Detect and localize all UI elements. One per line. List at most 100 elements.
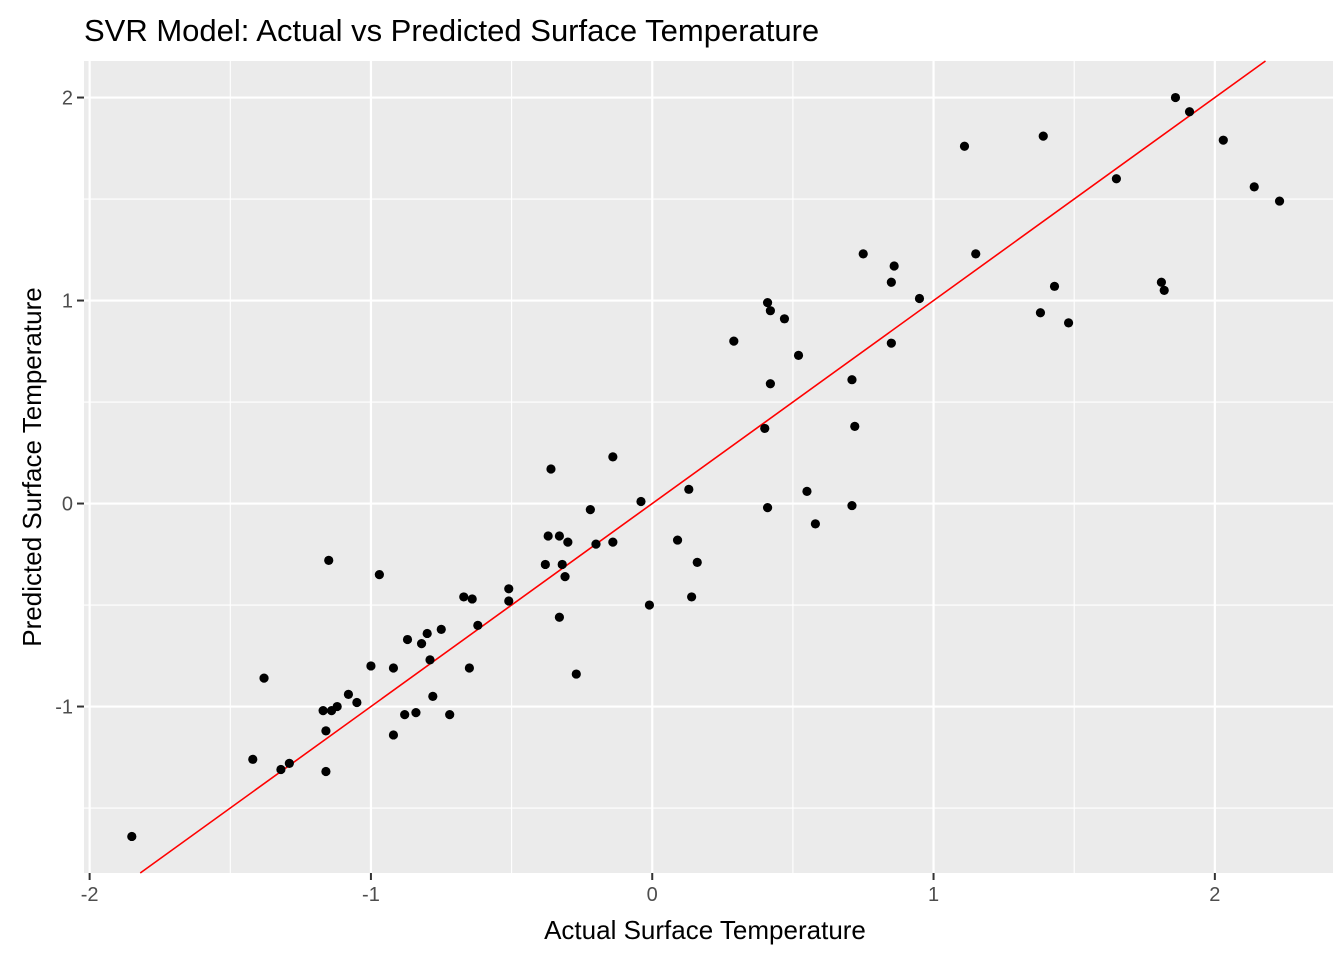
data-point — [554, 531, 565, 541]
data-point — [850, 421, 860, 431]
data-point — [127, 831, 137, 842]
data-point — [729, 336, 739, 346]
data-point — [416, 639, 427, 649]
data-point — [276, 764, 286, 775]
data-point — [557, 559, 567, 570]
data-point — [411, 708, 421, 718]
data-point — [546, 464, 556, 474]
data-point — [445, 710, 455, 720]
data-point — [571, 669, 581, 679]
data-point — [374, 569, 384, 580]
chart-title: SVR Model: Actual vs Predicted Surface T… — [84, 13, 819, 48]
data-point — [464, 663, 474, 673]
data-point — [388, 663, 399, 673]
data-point — [644, 600, 655, 610]
data-point — [543, 531, 553, 541]
data-point — [504, 596, 514, 606]
x-axis-title: Actual Surface Temperature — [544, 915, 866, 945]
data-point — [762, 503, 773, 513]
data-point — [692, 557, 702, 568]
y-tick-label: 1 — [62, 291, 73, 313]
data-point — [810, 519, 820, 529]
data-point — [563, 537, 573, 547]
x-tick-label: 1 — [928, 884, 939, 906]
x-tick-label: 2 — [1209, 884, 1220, 906]
data-point — [1049, 281, 1060, 291]
data-point — [366, 661, 376, 671]
data-point — [1274, 196, 1285, 206]
data-point — [959, 141, 970, 151]
x-tick-label: -1 — [362, 884, 380, 906]
data-point — [425, 655, 435, 665]
data-point — [259, 673, 269, 683]
data-point — [1111, 174, 1121, 184]
x-tick-label: 0 — [647, 884, 658, 906]
data-point — [793, 350, 804, 360]
grid-lines — [84, 61, 1333, 873]
data-point — [554, 612, 565, 622]
data-point — [436, 624, 446, 635]
reference-line — [139, 60, 1266, 874]
data-point — [428, 691, 438, 701]
data-point — [608, 452, 618, 462]
x-axis-ticks: -2 -1 0 1 2 — [81, 873, 1220, 906]
data-point — [847, 375, 857, 385]
data-point — [760, 423, 770, 434]
data-point — [608, 537, 618, 547]
data-point — [400, 710, 410, 720]
y-tick-label: 0 — [62, 494, 73, 516]
data-point — [971, 249, 981, 259]
data-point — [1218, 135, 1228, 145]
y-axis-ticks: -1 0 1 2 — [55, 88, 84, 719]
data-point — [591, 539, 601, 549]
data-point — [858, 249, 868, 259]
data-point — [467, 594, 477, 604]
y-axis-title: Predicted Surface Temperature — [17, 287, 47, 646]
data-point — [321, 766, 331, 777]
data-points — [127, 92, 1285, 842]
data-point — [388, 730, 399, 740]
data-point — [684, 484, 694, 494]
data-point — [284, 758, 294, 768]
data-point — [672, 535, 683, 545]
data-point — [687, 592, 697, 602]
data-point — [585, 505, 595, 515]
data-point — [886, 338, 896, 348]
data-point — [459, 592, 469, 602]
data-point — [1038, 131, 1048, 141]
y-tick-label: -1 — [55, 697, 73, 719]
data-point — [802, 486, 812, 496]
data-point — [636, 496, 646, 507]
data-point — [343, 689, 354, 699]
data-point — [889, 261, 899, 271]
data-point — [560, 572, 570, 582]
data-point — [1159, 285, 1169, 295]
data-point — [324, 555, 334, 565]
data-point — [318, 706, 328, 716]
data-point — [847, 500, 857, 511]
y-tick-label: 2 — [62, 88, 73, 110]
x-tick-label: -2 — [81, 884, 99, 906]
data-point — [402, 634, 413, 645]
data-point — [1063, 318, 1074, 328]
data-point — [886, 277, 896, 287]
data-point — [1156, 277, 1167, 287]
data-point — [248, 754, 258, 764]
data-point — [352, 697, 362, 708]
data-point — [422, 628, 432, 639]
data-point — [1035, 308, 1046, 318]
reference-line-group — [139, 60, 1266, 874]
data-point — [765, 379, 775, 389]
data-point — [914, 293, 925, 304]
data-point — [504, 584, 514, 594]
data-point — [321, 726, 331, 736]
data-point — [540, 559, 550, 570]
data-point — [1184, 107, 1195, 117]
data-point — [765, 306, 775, 316]
data-point — [332, 701, 342, 712]
data-point — [1249, 182, 1259, 192]
data-point — [762, 297, 773, 308]
plot-panel — [84, 61, 1333, 873]
data-point — [779, 314, 790, 324]
